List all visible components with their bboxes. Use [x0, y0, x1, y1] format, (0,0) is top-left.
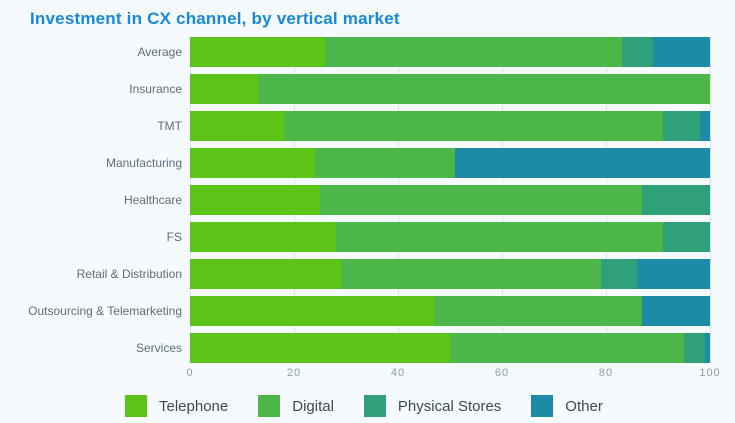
- category-label: Outsourcing & Telemarketing: [28, 304, 182, 318]
- bar-row: TMT: [0, 111, 735, 141]
- bar-row: Retail & Distribution: [0, 259, 735, 289]
- bar-segment-other: [699, 111, 710, 141]
- bar-segment-other: [652, 37, 710, 67]
- bar-segment-physical-stores: [621, 37, 653, 67]
- x-axis: 0 20 40 60 80 100: [0, 367, 735, 383]
- bar-row: Insurance: [0, 74, 735, 104]
- bar-segment-telephone: [190, 185, 320, 215]
- x-tick-label: 40: [390, 367, 406, 379]
- bar-track: [190, 222, 710, 252]
- bar-segment-digital: [325, 37, 622, 67]
- bar-segment-digital: [450, 333, 684, 363]
- bar-segment-digital: [257, 74, 710, 104]
- bar-segment-digital: [335, 222, 664, 252]
- bar-segment-other: [455, 148, 710, 178]
- bar-segment-other: [704, 333, 710, 363]
- bar-row: Services: [0, 333, 735, 363]
- bar-row: Manufacturing: [0, 148, 735, 178]
- bar-track: [190, 111, 710, 141]
- category-label: Retail & Distribution: [76, 267, 182, 281]
- legend-item-digital: Digital: [258, 395, 334, 417]
- bar-row: Outsourcing & Telemarketing: [0, 296, 735, 326]
- bar-segment-digital: [434, 296, 643, 326]
- bar-segment-physical-stores: [663, 111, 700, 141]
- legend-swatch-digital: [258, 395, 281, 417]
- bar-segment-digital: [283, 111, 664, 141]
- x-tick-label: 60: [494, 367, 510, 379]
- bar-segment-digital: [340, 259, 601, 289]
- bar-segment-telephone: [190, 37, 326, 67]
- x-tick-label: 100: [699, 367, 721, 379]
- legend-label: Telephone: [159, 397, 229, 415]
- bar-track: [190, 185, 710, 215]
- legend-label: Physical Stores: [397, 397, 502, 415]
- category-label: Average: [137, 45, 182, 59]
- category-label: Insurance: [129, 82, 182, 96]
- bar-segment-telephone: [190, 111, 284, 141]
- gridline: [710, 37, 711, 363]
- bar-segment-physical-stores: [684, 333, 705, 363]
- legend-swatch-physical-stores: [363, 395, 386, 417]
- bar-segment-other: [642, 296, 710, 326]
- bar-row: FS: [0, 222, 735, 252]
- bar-rows: Average Insurance TMT Manufacturing Healthca…: [0, 37, 735, 363]
- bar-segment-physical-stores: [663, 222, 710, 252]
- bar-segment-telephone: [190, 296, 435, 326]
- bar-segment-other: [637, 259, 710, 289]
- stacked-bar-chart: Average Insurance TMT Manufacturing Healthca…: [0, 37, 735, 363]
- category-label: Manufacturing: [105, 156, 182, 170]
- bar-row: Healthcare: [0, 185, 735, 215]
- bar-segment-telephone: [190, 222, 336, 252]
- bar-segment-digital: [320, 185, 643, 215]
- chart-title: Investment in CX channel, by vertical ma…: [30, 9, 400, 28]
- legend-item-telephone: Telephone: [125, 395, 228, 417]
- category-label: Healthcare: [123, 193, 182, 207]
- legend-label: Other: [565, 397, 603, 415]
- legend-swatch-other: [531, 395, 554, 417]
- legend-label: Digital: [292, 397, 334, 415]
- bar-segment-telephone: [190, 148, 315, 178]
- bar-track: [190, 333, 710, 363]
- bar-segment-telephone: [190, 74, 258, 104]
- bar-segment-telephone: [190, 259, 341, 289]
- x-tick-label: 0: [186, 367, 194, 379]
- bar-track: [190, 37, 710, 67]
- x-tick-label: 80: [598, 367, 614, 379]
- bar-track: [190, 296, 710, 326]
- bar-row: Average: [0, 37, 735, 67]
- bar-track: [190, 74, 710, 104]
- x-tick-label: 20: [286, 367, 302, 379]
- category-label: FS: [166, 230, 182, 244]
- legend-item-physical-stores: Physical Stores: [363, 395, 502, 417]
- legend: Telephone Digital Physical Stores Other: [125, 395, 735, 417]
- bar-segment-digital: [314, 148, 456, 178]
- bar-segment-telephone: [190, 333, 450, 363]
- bar-segment-physical-stores: [600, 259, 638, 289]
- bar-segment-physical-stores: [642, 185, 710, 215]
- bar-track: [190, 148, 710, 178]
- category-label: Services: [135, 341, 182, 355]
- legend-swatch-telephone: [125, 395, 147, 417]
- category-label: TMT: [157, 119, 182, 133]
- bar-track: [190, 259, 710, 289]
- legend-item-other: Other: [531, 395, 603, 417]
